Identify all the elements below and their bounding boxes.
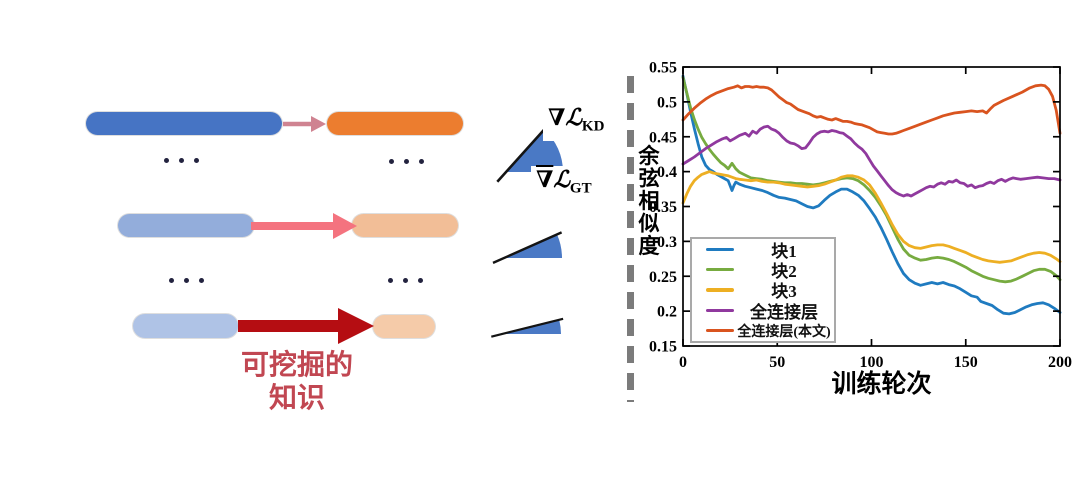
legend-line-swatch — [706, 288, 734, 292]
transfer-arrow-mid-icon — [251, 213, 357, 239]
series-line — [681, 76, 1062, 284]
student-block-mid-pill — [352, 214, 458, 237]
ellipsis-dots — [375, 267, 436, 294]
legend-label: 块3 — [771, 282, 797, 302]
x-tick-label: 150 — [954, 354, 978, 371]
grad-kd-label: ∇ℒKD — [543, 104, 610, 141]
ellipsis-dots — [152, 146, 210, 174]
y-axis-title-char: 度 — [639, 234, 660, 258]
legend-label: 全连接层 — [750, 302, 818, 322]
teacher-block-top-pill — [86, 112, 282, 135]
mineable-knowledge-caption: 可挖掘的 知识 — [192, 349, 402, 415]
y-axis-title-char: 似 — [638, 212, 660, 236]
nabla-symbol: ∇ — [548, 105, 566, 130]
nabla-bar-symbol: ∇ — [536, 167, 554, 192]
legend-item: 块3 — [692, 280, 834, 302]
series-line — [681, 83, 1062, 136]
knowledge-transfer-arrows — [238, 116, 374, 344]
series-line — [681, 170, 1062, 264]
dashed-divider — [627, 76, 634, 402]
teacher-block-mid-pill — [118, 214, 254, 237]
transfer-arrow-bottom-icon — [238, 308, 374, 344]
y-tick-label: 0.45 — [649, 129, 677, 146]
y-axis-title-char: 余 — [638, 144, 661, 168]
x-axis-title: 训练轮次 — [831, 369, 931, 398]
legend-label: 全连接层(本文) — [737, 324, 831, 340]
legend-item: 块1 — [692, 239, 834, 261]
series-line — [681, 124, 1062, 198]
x-tick-label: 100 — [860, 354, 884, 371]
cosine-similarity-chart: 0.15 0.2 0.25 0.3 0.35 0.4 0.45 0.5 0.55 0 50 100 15… — [638, 60, 1073, 399]
legend-line-swatch — [706, 308, 734, 313]
y-axis-title-char: 弦 — [639, 167, 660, 191]
y-tick-label: 0.35 — [649, 199, 677, 216]
student-block-top-pill — [327, 112, 463, 135]
legend-item: 全连接层(本文) — [692, 321, 834, 341]
student-block-bottom-pill — [373, 315, 435, 338]
legend-line-swatch — [706, 267, 734, 272]
angle-wedge-medium-icon — [492, 231, 563, 264]
angle-wedge-small-icon — [491, 317, 564, 338]
legend-label: 块1 — [771, 241, 797, 261]
caption-line-2: 知识 — [268, 383, 325, 414]
y-tick-label: 0.2 — [657, 304, 677, 321]
legend-item: 块2 — [692, 260, 834, 282]
legend-line-swatch — [706, 328, 734, 333]
x-tick-label: 50 — [769, 354, 785, 371]
y-tick-label: 0.5 — [657, 94, 677, 111]
legend-line-swatch — [706, 247, 734, 252]
y-tick-label: 0.4 — [657, 164, 677, 181]
ellipsis-dots — [375, 147, 437, 175]
grad-gt-label: ∇ℒGT — [531, 166, 597, 203]
teacher-block-bottom-pill — [133, 314, 238, 338]
series-line — [681, 74, 1062, 316]
ellipsis-dots — [156, 267, 216, 294]
x-tick-label: 200 — [1048, 354, 1072, 371]
x-tick-label: 0 — [679, 354, 687, 371]
transfer-arrow-top-icon — [283, 116, 326, 132]
chart-legend: 块1 块2 块3 全连接层全连接层(本文) — [690, 237, 836, 343]
y-tick-label: 0.3 — [657, 234, 677, 251]
legend-item: 全连接层 — [692, 300, 834, 322]
y-axis-title-char: 相 — [639, 189, 660, 213]
y-tick-label: 0.25 — [649, 269, 677, 286]
legend-label: 块2 — [771, 262, 797, 282]
caption-line-1: 可挖掘的 — [240, 350, 353, 381]
y-tick-label: 0.55 — [649, 60, 677, 77]
y-tick-label: 0.15 — [649, 339, 677, 356]
